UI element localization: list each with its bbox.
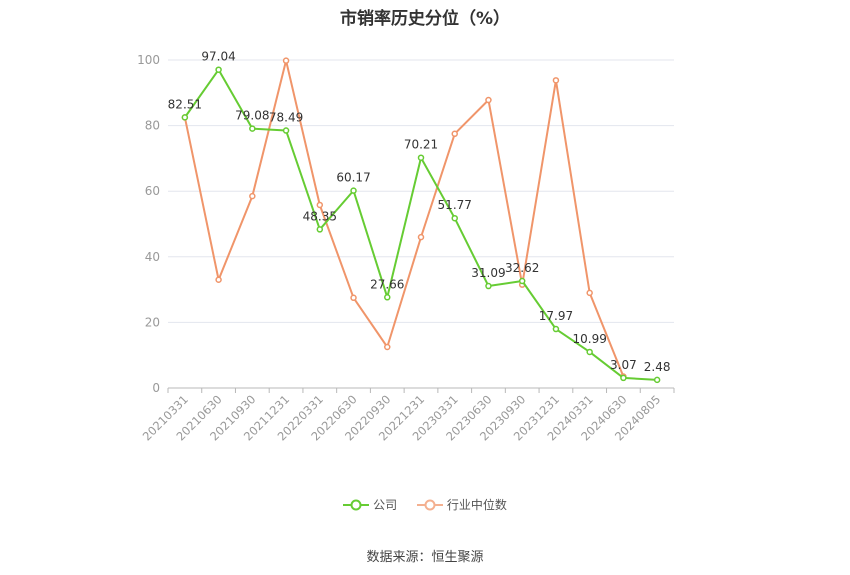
company-data-point [384, 294, 391, 301]
industry-data-point [586, 289, 593, 297]
company-data-point [653, 376, 661, 384]
data-label: 27.66 [370, 277, 404, 291]
legend-label: 公司 [373, 498, 398, 512]
y-tick-label: 80 [145, 119, 160, 133]
data-label: 31.09 [471, 266, 505, 280]
legend-line-marker-icon [343, 499, 370, 510]
y-tick-label: 100 [137, 53, 160, 67]
y-tick-label: 20 [145, 315, 160, 329]
company-data-point [451, 214, 458, 222]
company-data-point [249, 125, 256, 132]
company-data-point [350, 187, 357, 194]
industry-data-point [451, 130, 458, 138]
company-data-point [282, 127, 290, 134]
data-label: 70.21 [404, 138, 438, 152]
data-label: 10.99 [572, 332, 606, 346]
y-tick-label: 60 [145, 184, 160, 198]
data-label: 60.17 [336, 171, 370, 185]
legend-item-industry-median[interactable]: 行业中位数 [416, 496, 507, 513]
company-data-point [215, 66, 222, 73]
company-data-point [518, 277, 526, 285]
data-label: 48.35 [303, 209, 337, 223]
line-chart: 0204060801002021033120210630202109302021… [137, 50, 675, 444]
data-label: 79.08 [235, 109, 269, 123]
data-label: 82.51 [168, 97, 202, 111]
data-source: 数据来源：恒生聚源 [366, 550, 484, 565]
chart-title: 市销率历史分位（%） [339, 9, 511, 29]
data-label: 3.07 [610, 358, 637, 372]
legend-line-marker-icon [416, 499, 443, 510]
legend-item-company[interactable]: 公司 [343, 496, 397, 513]
company-data-point [552, 325, 560, 333]
legend-label: 行业中位数 [446, 498, 507, 512]
chart-legend: 公司 行业中位数 [0, 496, 850, 515]
industry-data-point [350, 294, 357, 302]
industry-data-point [417, 233, 425, 241]
industry-median-series-line [183, 59, 625, 377]
industry-data-point [384, 343, 391, 351]
data-label: 17.97 [539, 309, 573, 323]
company-data-point [620, 374, 627, 382]
company-data-point [417, 154, 425, 161]
company-data-point [485, 282, 492, 290]
industry-data-point [552, 77, 560, 84]
data-label: 97.04 [201, 50, 235, 64]
industry-data-point [215, 276, 222, 284]
y-tick-label: 0 [152, 381, 160, 395]
company-data-point [181, 114, 189, 121]
company-data-point [586, 348, 593, 356]
y-tick-label: 40 [145, 250, 160, 264]
industry-data-point [282, 57, 290, 64]
data-label: 32.62 [505, 261, 539, 275]
company-data-point [316, 226, 324, 233]
industry-data-point [249, 192, 256, 200]
data-label: 78.49 [269, 111, 303, 125]
industry-data-point [316, 201, 324, 209]
industry-data-point [485, 96, 492, 104]
data-label: 51.77 [438, 198, 472, 212]
data-label: 2.48 [644, 360, 671, 374]
